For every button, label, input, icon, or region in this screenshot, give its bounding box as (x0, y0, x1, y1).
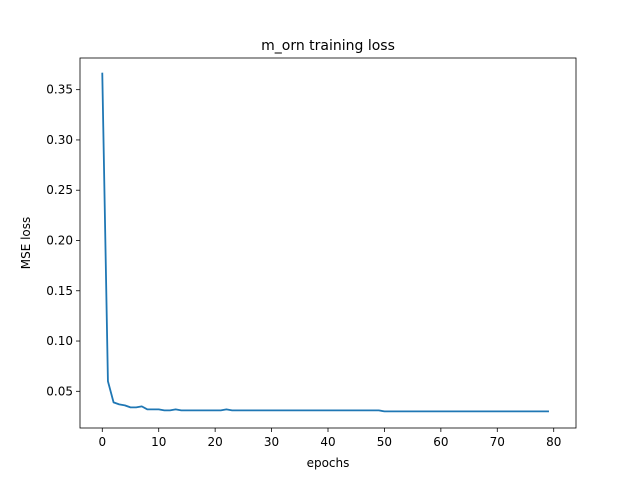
x-tick-label: 70 (490, 435, 505, 449)
x-tick-label: 80 (546, 435, 561, 449)
x-tick-label: 50 (377, 435, 392, 449)
y-tick-label: 0.05 (46, 384, 73, 398)
y-tick-label: 0.10 (46, 334, 73, 348)
x-tick-label: 30 (264, 435, 279, 449)
chart-title: m_orn training loss (261, 38, 395, 54)
x-tick-label: 10 (151, 435, 166, 449)
y-tick-label: 0.30 (46, 133, 73, 147)
x-tick-label: 0 (98, 435, 106, 449)
x-axis-label: epochs (307, 456, 350, 470)
y-axis-ticks: 0.05 0.10 0.15 0.20 0.25 0.30 0.35 (46, 83, 80, 398)
y-tick-label: 0.15 (46, 284, 73, 298)
y-tick-label: 0.20 (46, 233, 73, 247)
x-tick-label: 40 (320, 435, 335, 449)
x-tick-label: 20 (208, 435, 223, 449)
loss-line (101, 72, 549, 413)
x-tick-label: 60 (433, 435, 448, 449)
y-tick-label: 0.35 (46, 83, 73, 97)
y-axis-label: MSE loss (19, 217, 33, 270)
x-axis-ticks: 0 10 20 30 40 50 60 70 80 (98, 428, 561, 449)
y-tick-label: 0.25 (46, 183, 73, 197)
